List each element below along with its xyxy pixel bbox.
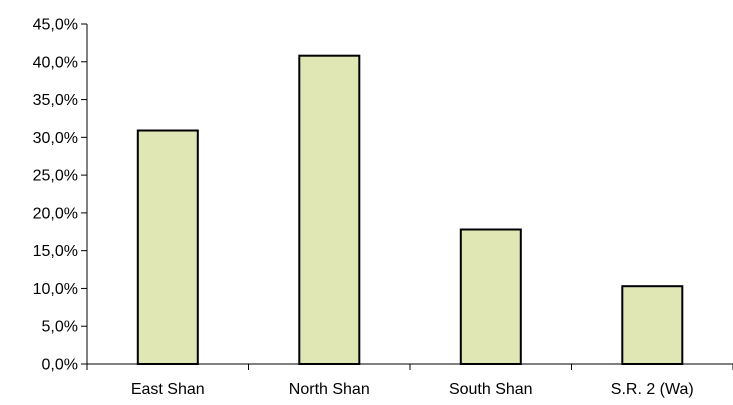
y-tick-label: 5,0% (42, 319, 78, 336)
y-tick-label: 0,0% (42, 357, 78, 374)
bar-north-shan (298, 54, 361, 365)
x-category-label: South Shan (449, 381, 533, 398)
y-tick-label: 25,0% (33, 168, 78, 185)
x-category-label: North Shan (289, 381, 370, 398)
bar-east-shan (136, 129, 199, 365)
y-tick-label: 45,0% (33, 17, 78, 34)
y-tick-label: 30,0% (33, 130, 78, 147)
labels-group: 0,0% 5,0% 10,0% 15,0% 20,0% 25,0% 30,0% 35,0% 40… (33, 17, 694, 399)
x-category-label: S.R. 2 (Wa) (611, 381, 694, 398)
bar-south-shan (459, 228, 522, 365)
y-tick-label: 20,0% (33, 205, 78, 222)
y-tick-label: 10,0% (33, 281, 78, 298)
y-tick-label: 35,0% (33, 92, 78, 109)
bars-group (136, 54, 684, 366)
axes-group (81, 23, 733, 370)
bar-s-r-2-wa (621, 285, 684, 366)
x-category-label: East Shan (131, 381, 205, 398)
y-tick-label: 40,0% (33, 54, 78, 71)
y-tick-label: 15,0% (33, 243, 78, 260)
